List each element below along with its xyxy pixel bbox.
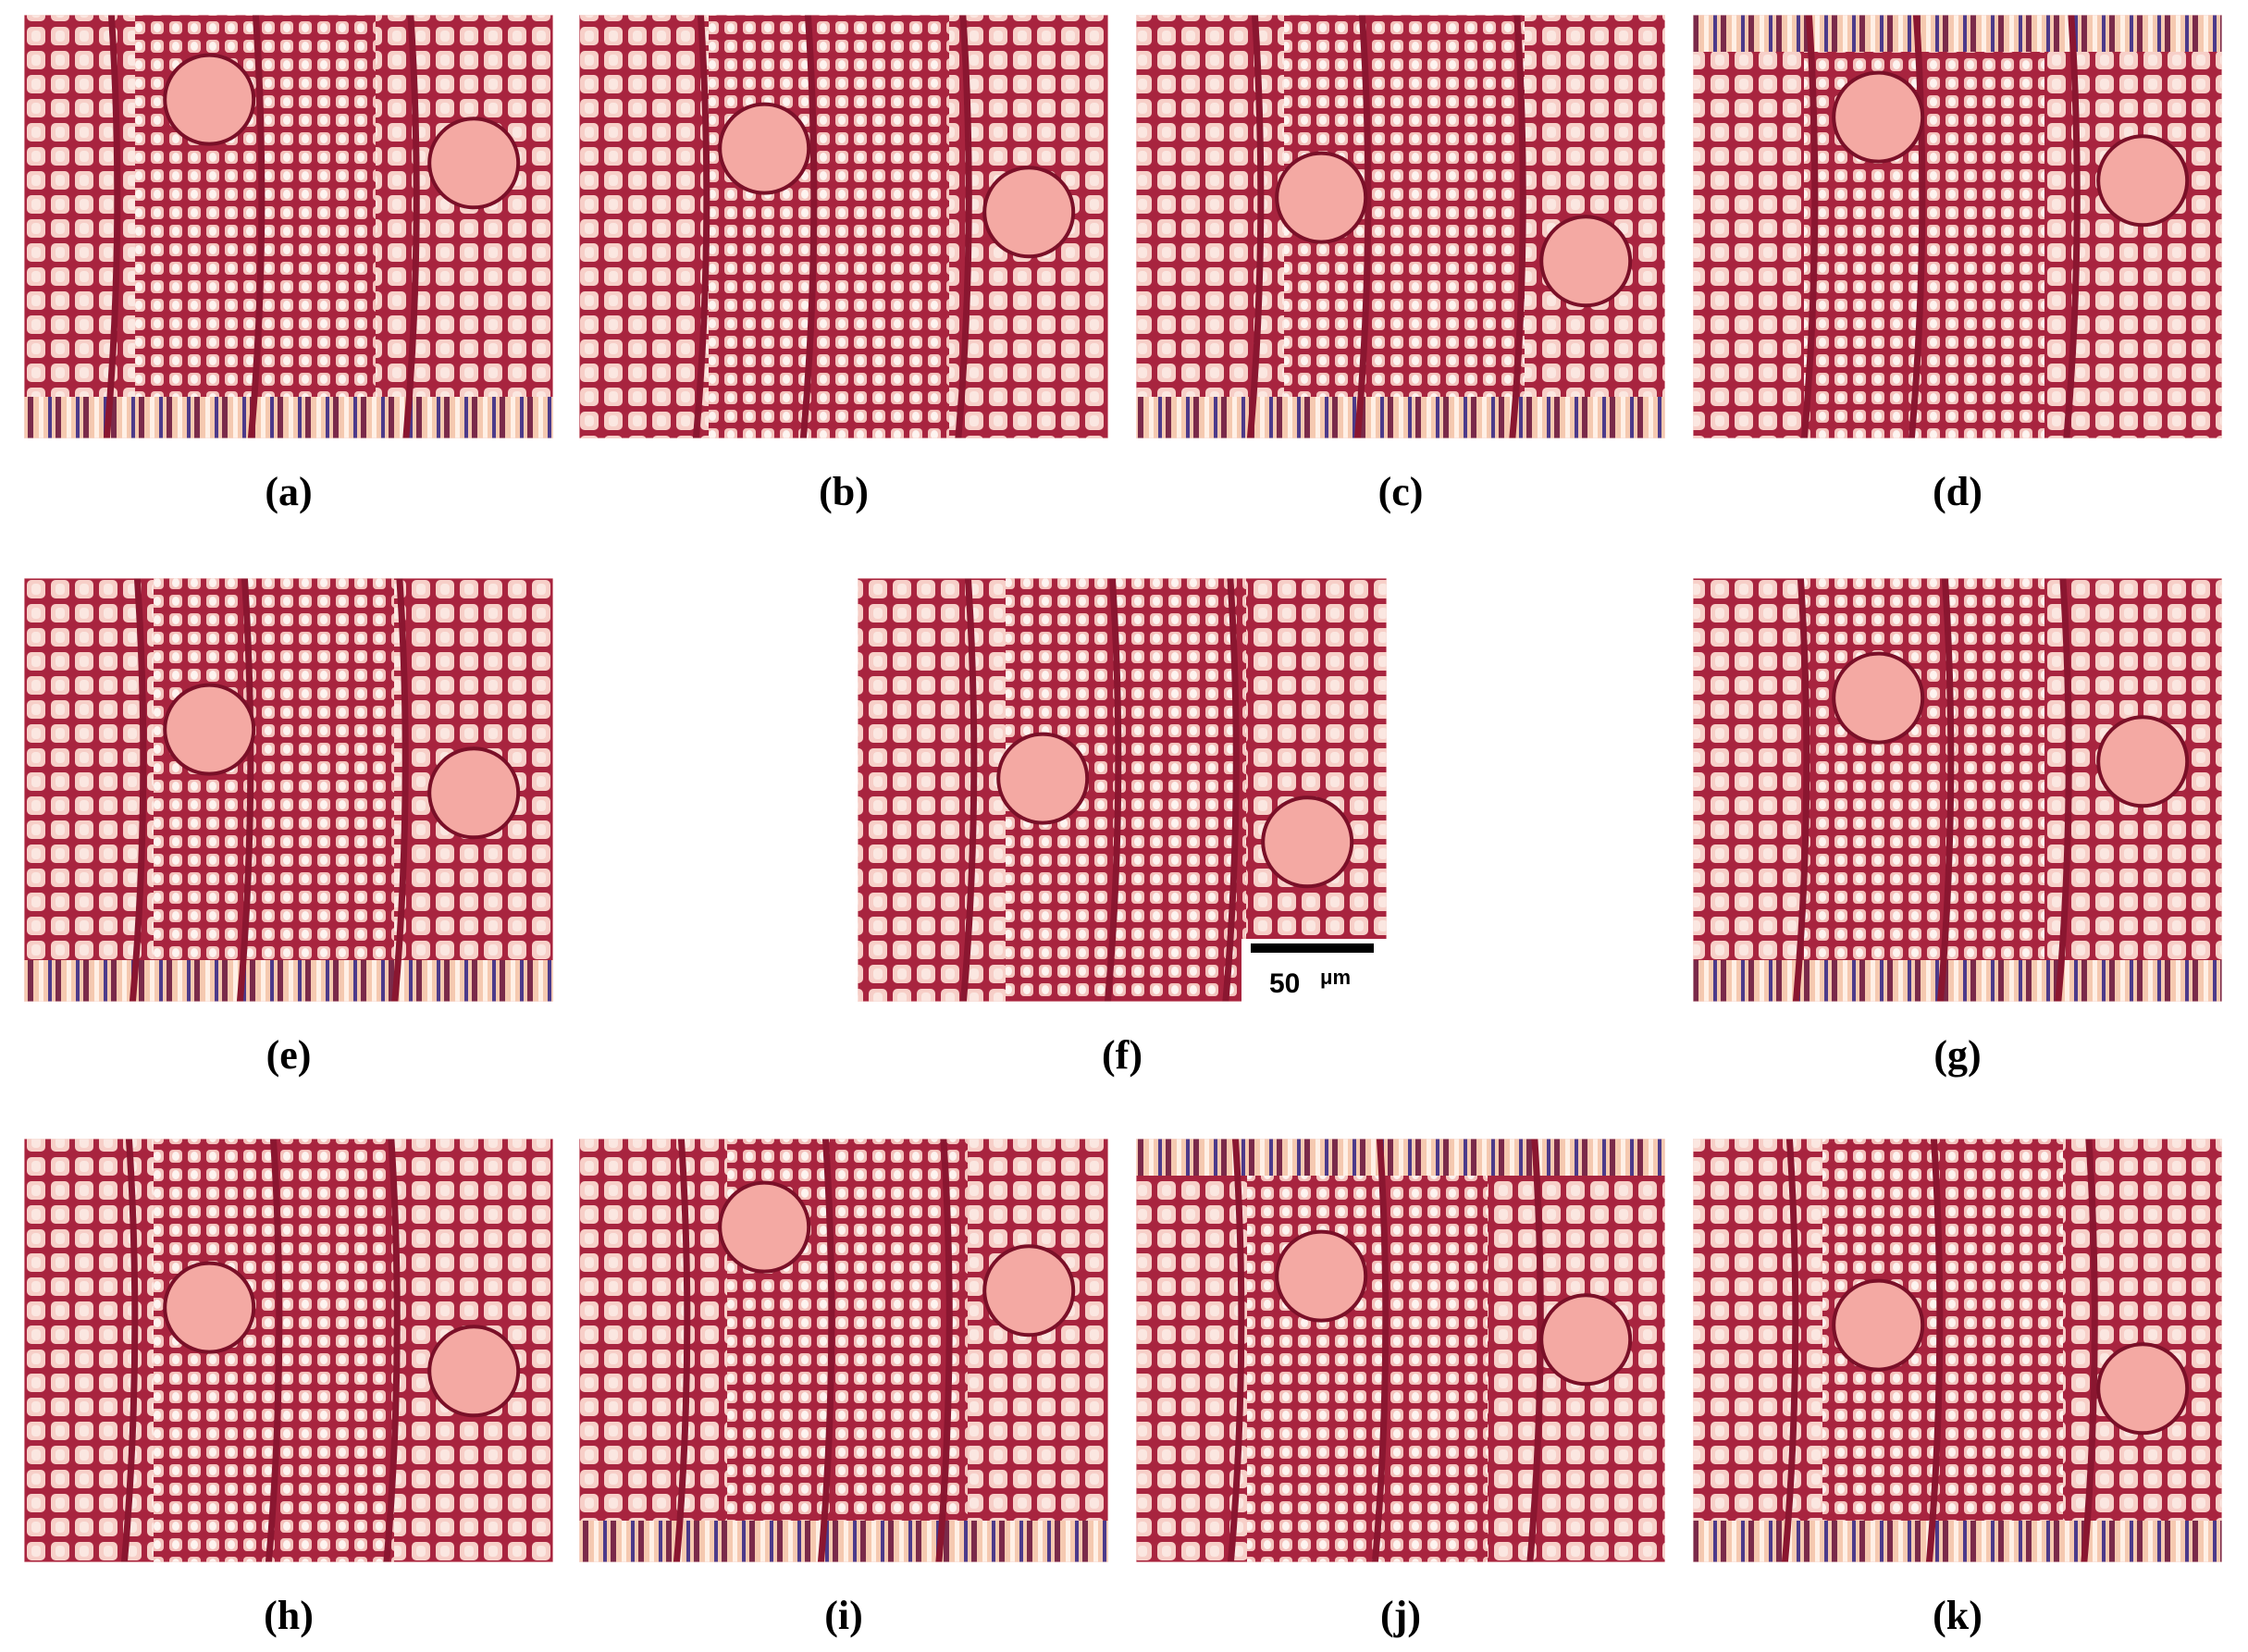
ray — [236, 578, 254, 1002]
ray — [935, 1139, 953, 1562]
resin-canal — [1832, 651, 1925, 745]
resin-canal — [427, 117, 521, 210]
edge-artifact — [24, 960, 553, 1002]
micrograph — [24, 1139, 553, 1562]
resin-canal — [718, 102, 811, 195]
edge-artifact — [1136, 397, 1665, 438]
micrograph — [579, 1139, 1108, 1562]
micrograph — [24, 578, 553, 1002]
resin-canal — [718, 1180, 811, 1274]
panel-label: (h) — [264, 1593, 314, 1638]
micrograph — [858, 578, 1387, 1002]
ray — [799, 15, 818, 438]
latewood-band — [154, 578, 394, 1002]
ray — [1800, 15, 1819, 438]
scale-bar-value: 50 — [1269, 968, 1300, 999]
ray — [1792, 578, 1810, 1002]
panel-label: (c) — [1378, 469, 1424, 514]
ray — [1222, 578, 1240, 1002]
resin-canal — [427, 1325, 521, 1418]
ray — [692, 15, 710, 438]
latewood-band — [709, 15, 949, 438]
edge-artifact — [1693, 15, 2222, 52]
ray — [1246, 15, 1265, 438]
resin-canal — [996, 732, 1090, 825]
scale-bar-unit: μm — [1320, 966, 1351, 989]
edge-artifact — [579, 1521, 1108, 1562]
ray — [2063, 15, 2081, 438]
ray — [817, 1139, 835, 1562]
edge-artifact — [1693, 960, 2222, 1002]
resin-canal — [163, 1261, 256, 1354]
micrograph — [579, 15, 1108, 438]
ray — [1104, 578, 1122, 1002]
panel-label: (k) — [1933, 1593, 1982, 1638]
micrograph — [1693, 1139, 2222, 1562]
resin-canal — [982, 1244, 1076, 1338]
scale-bar — [1251, 943, 1374, 953]
panel-label: (d) — [1933, 469, 1982, 514]
edge-artifact — [1693, 1521, 2222, 1562]
resin-canal — [2096, 134, 2190, 228]
panel-label: (i) — [824, 1593, 863, 1638]
panel-label: (a) — [265, 469, 312, 514]
ray — [120, 1139, 139, 1562]
ray — [1353, 15, 1372, 438]
panel-label: (f) — [1102, 1032, 1143, 1078]
ray — [2055, 578, 2072, 1002]
resin-canal — [1539, 215, 1633, 308]
panel-label: (e) — [266, 1032, 312, 1078]
panel-label: (j) — [1380, 1593, 1421, 1638]
ray — [1936, 578, 1955, 1002]
ray — [1526, 1139, 1544, 1562]
micrograph — [1136, 1139, 1665, 1562]
panel-label: (b) — [819, 469, 869, 514]
resin-canal — [1275, 151, 1368, 244]
edge-artifact — [1136, 1139, 1665, 1176]
ray — [959, 578, 978, 1002]
resin-canal — [2096, 1342, 2190, 1436]
ray — [103, 15, 121, 438]
resin-canal — [163, 53, 256, 146]
micrograph — [24, 15, 553, 438]
resin-canal — [1832, 1278, 1925, 1372]
micrograph — [1693, 15, 2222, 438]
ray — [391, 578, 409, 1002]
ray — [1908, 15, 1926, 438]
ray — [129, 578, 147, 1002]
ray — [1925, 1139, 1944, 1562]
ray — [1781, 1139, 1799, 1562]
resin-canal — [1275, 1229, 1368, 1323]
ray — [955, 15, 972, 438]
resin-canal — [1261, 795, 1354, 889]
edge-artifact — [24, 397, 553, 438]
latewood-band — [1804, 578, 2044, 1002]
micrograph — [1136, 15, 1665, 438]
resin-canal — [982, 166, 1076, 259]
resin-canal — [2096, 715, 2190, 808]
ray — [1509, 15, 1526, 438]
ray — [383, 1139, 401, 1562]
resin-canal — [427, 746, 521, 840]
resin-canal — [1539, 1293, 1633, 1387]
micrograph — [1693, 578, 2222, 1002]
ray — [265, 1139, 283, 1562]
ray — [673, 1139, 691, 1562]
ray — [2081, 1139, 2098, 1562]
latewood-band — [1247, 1139, 1488, 1562]
resin-canal — [1832, 70, 1925, 164]
ray — [1227, 1139, 1245, 1562]
resin-canal — [163, 683, 256, 776]
ray — [1371, 1139, 1390, 1562]
panel-label: (g) — [1933, 1032, 1981, 1078]
ray — [402, 15, 420, 438]
ray — [247, 15, 266, 438]
